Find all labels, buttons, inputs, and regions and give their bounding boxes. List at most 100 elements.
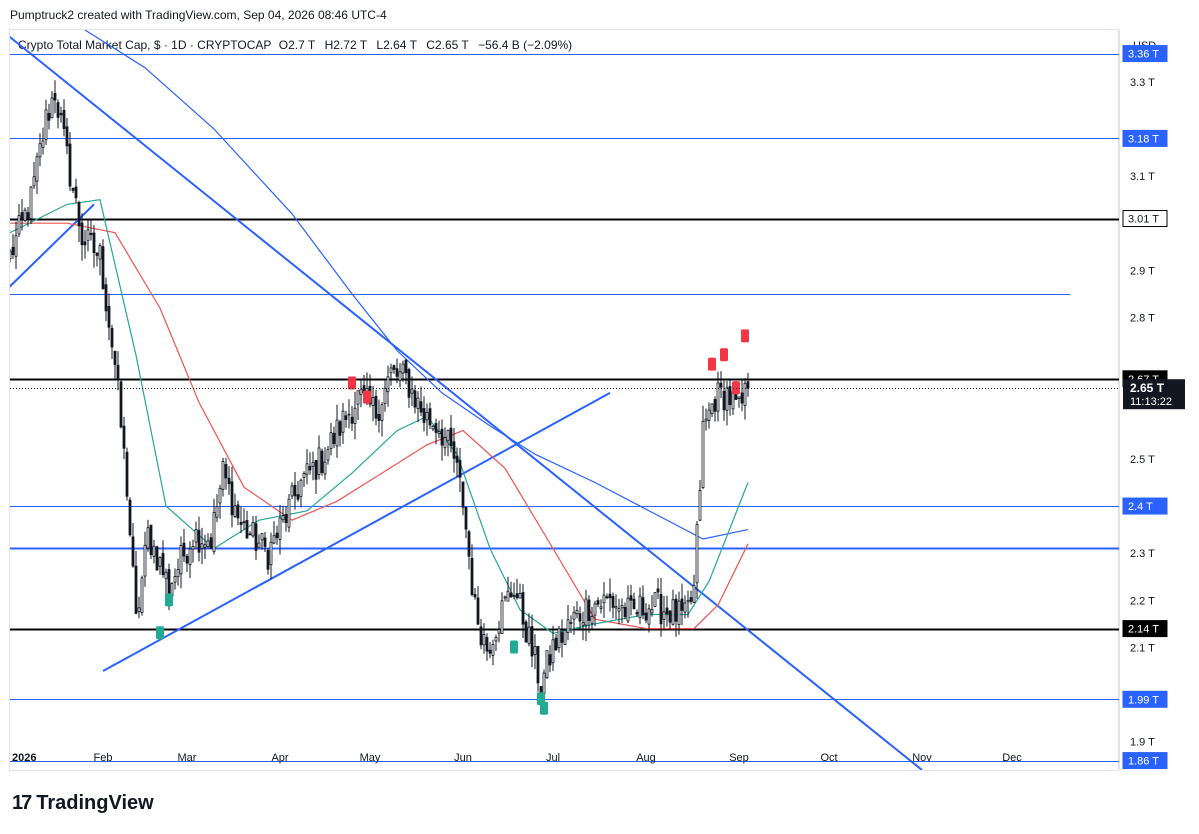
- candle-body: [239, 521, 243, 525]
- candle-body: [647, 608, 651, 625]
- candle-body: [26, 212, 30, 219]
- chart-pane[interactable]: [9, 29, 1119, 771]
- candle-body: [257, 542, 261, 549]
- candle-body: [47, 113, 51, 121]
- candle-body: [356, 390, 360, 405]
- candle-body: [350, 416, 354, 424]
- candle-body: [428, 408, 432, 426]
- candle-body: [227, 477, 231, 485]
- candle-body: [497, 629, 501, 634]
- candle-body: [557, 628, 561, 649]
- candle-body: [563, 630, 567, 645]
- y-tick-label: 3.3 T: [1130, 77, 1155, 89]
- candle-body: [11, 246, 15, 256]
- candle-body: [62, 109, 66, 129]
- candle-body: [140, 577, 144, 613]
- close-value: 2.65 T: [434, 38, 469, 52]
- candle-body: [461, 481, 465, 508]
- candle-body: [443, 437, 447, 449]
- candle-body: [587, 599, 591, 621]
- x-tick-label: Aug: [636, 752, 656, 764]
- last-price-label-bg: [1123, 379, 1185, 410]
- candle-body: [479, 626, 483, 646]
- candle-body: [122, 425, 126, 449]
- candle-body: [113, 350, 117, 365]
- candle-body: [10, 250, 12, 260]
- candle-body: [413, 390, 417, 408]
- candle-body: [572, 612, 576, 620]
- candle-body: [116, 364, 120, 381]
- candle-body: [233, 505, 237, 517]
- candle-body: [431, 425, 435, 430]
- x-tick-label: Apr: [271, 752, 288, 764]
- candle-body: [650, 609, 654, 614]
- buy-signal-badge: [156, 626, 164, 640]
- candle-body: [38, 143, 42, 158]
- candle-body: [236, 504, 240, 519]
- sell-signal-badge: [363, 390, 371, 404]
- candle-body: [392, 365, 396, 370]
- candle-body: [440, 428, 444, 446]
- candle-body: [104, 284, 108, 312]
- candle-body: [731, 391, 735, 410]
- candle-body: [695, 524, 699, 584]
- candle-body: [77, 201, 81, 227]
- candle-body: [653, 592, 657, 607]
- sell-signal-badge: [348, 376, 356, 390]
- y-tick-label: 2.8 T: [1130, 313, 1155, 325]
- candle-body: [230, 481, 234, 516]
- candle-body: [566, 619, 570, 633]
- sell-signal-badge: [708, 357, 716, 371]
- candle-body: [707, 409, 711, 421]
- candle-body: [713, 399, 717, 412]
- x-tick-label: Oct: [820, 752, 837, 764]
- candle-body: [686, 599, 690, 603]
- candle-body: [302, 473, 306, 478]
- candle-body: [458, 460, 462, 478]
- candle-body: [467, 531, 471, 557]
- candle-body: [161, 553, 165, 576]
- price-level-label-bg: [1122, 210, 1168, 228]
- candle-body: [470, 557, 474, 596]
- candle-body: [110, 328, 114, 348]
- candle-body: [221, 461, 225, 490]
- candle-body: [131, 536, 135, 567]
- price-level-label: 2.4 T: [1128, 501, 1153, 513]
- candle-body: [206, 540, 210, 548]
- buy-signal-badge: [510, 640, 518, 654]
- candle-body: [710, 403, 714, 415]
- plot-area: [10, 30, 1119, 770]
- candle-body: [287, 498, 291, 528]
- candle-body: [527, 626, 531, 644]
- candle-body: [83, 241, 87, 246]
- candle-body: [524, 621, 528, 643]
- candle-body: [86, 229, 90, 241]
- sell-signal-badge: [732, 381, 740, 395]
- symbol-title[interactable]: Crypto Total Market Cap, $ · 1D · CRYPTO…: [18, 38, 272, 52]
- candle-body: [455, 455, 459, 463]
- open-value: 2.7 T: [288, 38, 316, 52]
- candle-body: [311, 462, 315, 467]
- candle-body: [626, 597, 630, 622]
- candle-body: [17, 215, 21, 235]
- close-label: C: [426, 38, 435, 52]
- candle-body: [512, 595, 516, 597]
- candle-body: [473, 594, 477, 598]
- candle-body: [542, 672, 546, 695]
- candle-body: [137, 607, 141, 612]
- candle-body: [437, 431, 441, 435]
- candle-body: [158, 557, 162, 567]
- candle-body: [704, 418, 708, 422]
- candle-body: [212, 512, 216, 553]
- x-tick-label: Mar: [178, 752, 197, 764]
- low-label: L: [376, 38, 384, 52]
- candle-body: [419, 401, 423, 413]
- candle-body: [269, 541, 273, 566]
- candle-body: [167, 569, 171, 595]
- candle-body: [449, 427, 453, 447]
- candle-body: [275, 532, 279, 539]
- candle-body: [605, 596, 609, 599]
- candle-body: [329, 432, 333, 449]
- candle-body: [434, 423, 438, 433]
